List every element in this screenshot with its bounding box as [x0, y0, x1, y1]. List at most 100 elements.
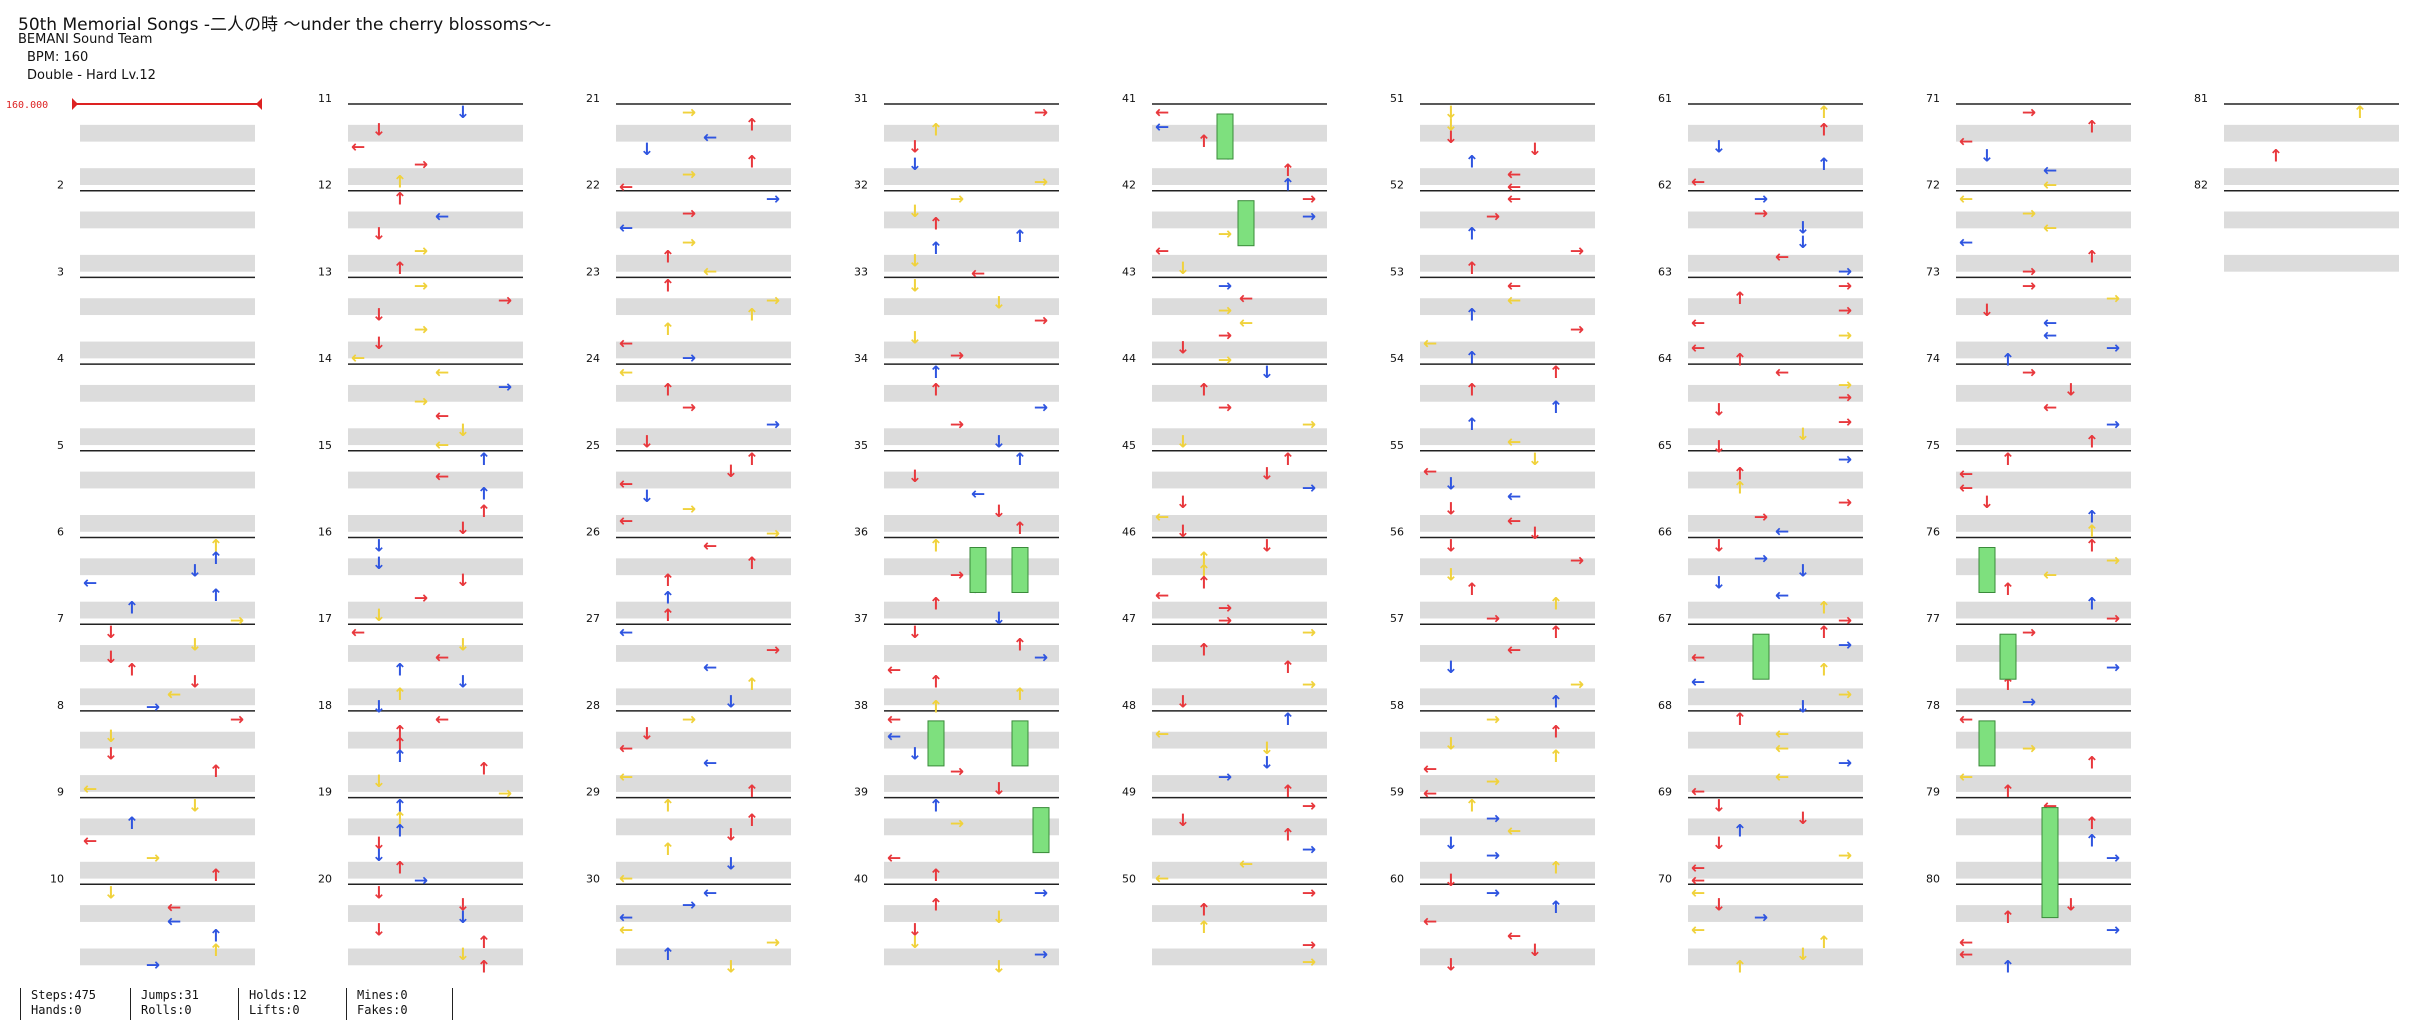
- note-arrow: →: [1838, 262, 1852, 282]
- note-arrow: ↑: [2085, 594, 2099, 614]
- beat-band: [80, 384, 255, 402]
- note-arrow: ↓: [1176, 522, 1190, 542]
- hold-note: [1237, 200, 1255, 247]
- note-arrow: ↑: [745, 305, 759, 325]
- note-arrow: ↑: [125, 660, 139, 680]
- note-arrow: ↑: [1465, 305, 1479, 325]
- note-arrow: ↑: [745, 811, 759, 831]
- note-arrow: →: [1838, 388, 1852, 408]
- note-arrow: ↑: [1733, 821, 1747, 841]
- measure-number: 3: [57, 265, 64, 278]
- note-arrow: ←: [619, 475, 633, 495]
- beat-band: [1688, 471, 1863, 489]
- note-arrow: ←: [435, 710, 449, 730]
- note-arrow: ↓: [372, 772, 386, 792]
- beat-band: [1152, 168, 1327, 185]
- beat-band: [1420, 514, 1595, 532]
- note-arrow: ←: [2043, 326, 2057, 346]
- note-arrow: ←: [435, 435, 449, 455]
- note-arrow: ←: [1507, 190, 1521, 210]
- note-arrow: ↓: [1444, 658, 1458, 678]
- measure-number: 35: [854, 439, 868, 452]
- note-arrow: ↓: [1712, 797, 1726, 817]
- note-arrow: ↑: [661, 945, 675, 965]
- stat-lifts: Lifts:0: [249, 1003, 300, 1017]
- note-arrow: ↑: [1465, 349, 1479, 369]
- note-arrow: ↑: [1013, 519, 1027, 539]
- note-arrow: ↑: [209, 762, 223, 782]
- note-arrow: ↑: [209, 549, 223, 569]
- measure-number: 10: [50, 872, 64, 885]
- note-arrow: ↓: [1796, 219, 1810, 239]
- note-arrow: →: [1218, 326, 1232, 346]
- note-arrow: ↓: [908, 745, 922, 765]
- beat-band: [80, 861, 255, 879]
- note-arrow: →: [2022, 204, 2036, 224]
- beat-band: [1420, 211, 1595, 229]
- note-arrow: →: [1838, 413, 1852, 433]
- note-arrow: →: [682, 896, 696, 916]
- beat-band: [1420, 558, 1595, 576]
- note-arrow: ↓: [1528, 524, 1542, 544]
- note-arrow: ↓: [188, 561, 202, 581]
- beat-band: [1152, 384, 1327, 402]
- beat-band: [1152, 298, 1327, 316]
- hold-note: [1032, 807, 1050, 854]
- beat-band: [1152, 428, 1327, 446]
- note-arrow: ↓: [372, 120, 386, 140]
- note-arrow: →: [1034, 648, 1048, 668]
- note-arrow: ←: [887, 710, 901, 730]
- note-arrow: →: [1838, 753, 1852, 773]
- note-arrow: ↑: [1817, 933, 1831, 953]
- note-arrow: ↓: [908, 920, 922, 940]
- note-arrow: ↑: [1549, 898, 1563, 918]
- note-arrow: →: [1754, 190, 1768, 210]
- measure-number: 15: [318, 439, 332, 452]
- measure-number: 73: [1926, 265, 1940, 278]
- measure-number: 30: [586, 872, 600, 885]
- note-arrow: →: [766, 641, 780, 661]
- note-arrow: →: [1838, 276, 1852, 296]
- beat-band: [884, 124, 1059, 142]
- beat-band: [616, 211, 791, 229]
- beat-band: [1956, 254, 2131, 272]
- measure-number: 72: [1926, 179, 1940, 192]
- measure-number: 67: [1658, 612, 1672, 625]
- note-arrow: ↑: [125, 598, 139, 618]
- measure-number: 31: [854, 92, 868, 105]
- note-arrow: →: [1302, 190, 1316, 210]
- note-arrow: ↓: [992, 779, 1006, 799]
- hold-note: [1752, 633, 1770, 680]
- note-arrow: ↓: [908, 276, 922, 296]
- note-arrow: →: [1754, 549, 1768, 569]
- measure-number: 18: [318, 699, 332, 712]
- beat-band: [616, 731, 791, 749]
- note-arrow: ↑: [1197, 901, 1211, 921]
- note-arrow: ↓: [992, 502, 1006, 522]
- note-arrow: →: [682, 499, 696, 519]
- beat-band: [884, 211, 1059, 229]
- beat-band: [80, 601, 255, 619]
- note-arrow: ↓: [1528, 450, 1542, 470]
- note-arrow: ←: [1691, 920, 1705, 940]
- note-arrow: ↓: [724, 693, 738, 713]
- note-arrow: →: [682, 349, 696, 369]
- note-arrow: ↓: [372, 554, 386, 574]
- beat-band: [1420, 471, 1595, 489]
- beat-band: [348, 298, 523, 316]
- note-arrow: →: [1302, 883, 1316, 903]
- note-arrow: ↑: [661, 606, 675, 626]
- measure-number: 23: [586, 265, 600, 278]
- measure-number: 63: [1658, 265, 1672, 278]
- note-arrow: ↓: [372, 334, 386, 354]
- note-arrow: →: [2106, 609, 2120, 629]
- measure-number: 60: [1390, 872, 1404, 885]
- note-arrow: →: [2022, 276, 2036, 296]
- note-arrow: ↑: [1013, 227, 1027, 247]
- note-arrow: ↑: [2001, 782, 2015, 802]
- note-arrow: ↑: [2085, 753, 2099, 773]
- measure-number: 80: [1926, 872, 1940, 885]
- note-arrow: ↓: [1796, 233, 1810, 253]
- beat-band: [1956, 601, 2131, 619]
- note-arrow: →: [2106, 289, 2120, 309]
